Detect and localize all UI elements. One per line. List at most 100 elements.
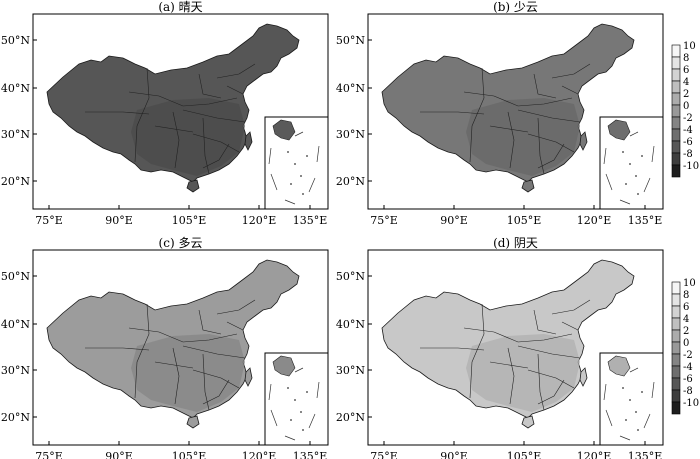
province-boundary [134, 67, 150, 163]
island-dot [637, 429, 639, 431]
map-panel-b: (b) 少云 75°E 90°E 105°E 120°E 135°E 50°N 40°N 30°… [336, 0, 664, 227]
y-tick-label: 30°N [336, 128, 365, 141]
x-tick-label: 75°E [370, 214, 398, 227]
province-boundary [202, 353, 210, 411]
island-dot [300, 175, 302, 177]
colorbar-swatch [671, 80, 681, 94]
island-dot [641, 391, 643, 393]
colorbar-swatch [671, 341, 681, 355]
colorbar-label: 6 [683, 302, 689, 313]
x-tick-label: 90°E [105, 450, 133, 459]
province-boundary [192, 369, 240, 389]
nine-dash-line [268, 131, 320, 205]
province-boundary [202, 117, 210, 175]
colorbar-swatch [671, 68, 681, 82]
province-boundary [198, 309, 222, 335]
province-boundary [533, 309, 557, 335]
shading-region [131, 98, 245, 176]
colorbar-swatch [671, 365, 681, 379]
colorbar-swatch [671, 164, 681, 178]
province-boundary [537, 353, 545, 411]
province-boundary [537, 143, 565, 169]
x-tick-label: 75°E [35, 214, 63, 227]
x-tick-label: 90°E [440, 214, 468, 227]
panel-frame [32, 249, 329, 446]
shading-region [466, 98, 580, 176]
colorbar-label: 2 [683, 89, 689, 100]
colorbar-label: 0 [683, 338, 689, 349]
panel-title: (d) 阴天 [493, 236, 538, 250]
island-dot [290, 183, 292, 185]
colorbar-swatch [671, 377, 681, 391]
x-tick-label: 105°E [507, 214, 542, 227]
province-boundary [198, 73, 222, 99]
colorbar-swatch [671, 389, 681, 403]
x-tick-label: 120°E [577, 450, 612, 459]
province-boundary [527, 369, 575, 389]
colorbar-label: -8 [683, 386, 693, 397]
colorbar-label: 10 [683, 278, 696, 289]
colorbar-label: 2 [683, 326, 689, 337]
island-dot [287, 387, 289, 389]
inset-landmass [607, 119, 631, 141]
province-boundary [537, 379, 565, 405]
island-dot [629, 399, 631, 401]
province-boundary [182, 345, 246, 359]
y-tick-label: 40°N [336, 318, 365, 331]
island-dot [629, 163, 631, 165]
map-body [381, 259, 635, 429]
province-boundary [527, 133, 575, 153]
colorbar-swatch [671, 128, 681, 142]
colorbar-swatch [671, 152, 681, 166]
island-dot [635, 411, 637, 413]
island-dot [294, 163, 296, 165]
province-boundary [489, 125, 529, 133]
province-boundary [226, 321, 244, 331]
panel-title: (a) 晴天 [158, 0, 202, 14]
island-dot [625, 183, 627, 185]
colorbar-swatch [671, 293, 681, 307]
x-tick-label: 120°E [242, 450, 277, 459]
colorbar-label: 8 [683, 53, 689, 64]
map-body [46, 259, 300, 429]
y-tick-label: 30°N [1, 364, 30, 377]
south-china-sea-inset [599, 116, 664, 210]
island-dot [294, 399, 296, 401]
panel-frame [32, 13, 329, 210]
panel-frame [367, 13, 664, 210]
colorbar-swatch [671, 305, 681, 319]
province-boundary [551, 63, 591, 79]
x-tick-label: 105°E [172, 214, 207, 227]
province-boundary [551, 299, 591, 315]
nine-dash-line [268, 367, 320, 441]
x-tick-label: 120°E [577, 214, 612, 227]
island-dot [302, 193, 304, 195]
island-dot [622, 387, 624, 389]
colorbar-swatch [671, 56, 681, 70]
colorbar-label: -4 [683, 125, 693, 136]
map-panel-c: (c) 多云 75°E 90°E 105°E 120°E 135°E 50°N 40°N 30°… [1, 236, 329, 459]
south-china-sea-inset [264, 116, 329, 210]
y-tick-label: 30°N [1, 128, 30, 141]
x-tick-label: 135°E [628, 450, 663, 459]
y-tick-label: 50°N [336, 270, 365, 283]
x-tick-label: 120°E [242, 214, 277, 227]
map-panel-d: (d) 阴天 75°E 90°E 105°E 120°E 135°E 50°N 40°N 30°… [336, 236, 664, 459]
map-panel-a: (a) 晴天 75°E 90°E 105°E 120°E 135°E 50°N 40°N 30°… [1, 0, 329, 227]
island-dot [287, 151, 289, 153]
province-boundary [489, 361, 529, 369]
panel-frame [367, 249, 664, 446]
inset-landmass [272, 355, 296, 377]
y-tick-label: 20°N [1, 175, 30, 188]
colorbar-label: 4 [683, 77, 689, 88]
y-tick-label: 40°N [1, 318, 30, 331]
province-boundary [202, 379, 230, 405]
colorbar-label: -6 [683, 137, 693, 148]
island-dot [306, 391, 308, 393]
x-tick-label: 135°E [628, 214, 663, 227]
colorbar-swatch [671, 44, 681, 58]
province-boundary [469, 67, 485, 163]
x-tick-label: 135°E [293, 214, 328, 227]
colorbar-label: 6 [683, 65, 689, 76]
island-dot [300, 411, 302, 413]
